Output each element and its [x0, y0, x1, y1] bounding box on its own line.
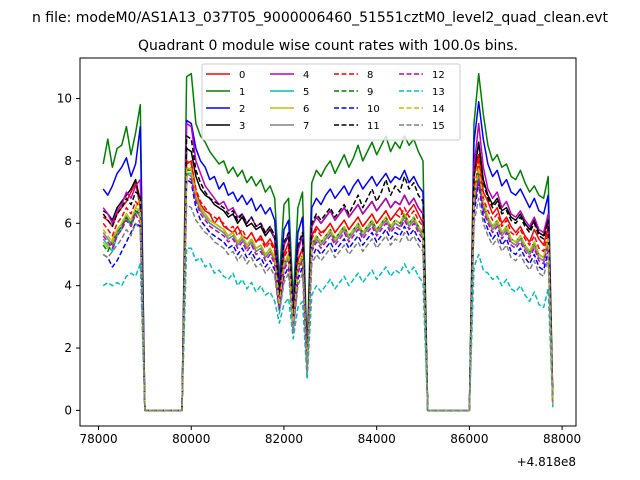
legend-box	[201, 63, 461, 141]
legend-label-15: 15	[432, 121, 445, 132]
legend-label-5: 5	[303, 87, 309, 98]
series-line-15	[102, 197, 554, 412]
x-tick-label: 80000	[172, 432, 210, 446]
legend-label-4: 4	[303, 70, 309, 81]
x-tick-label: 86000	[450, 432, 488, 446]
legend-label-3: 3	[239, 121, 245, 132]
legend-label-8: 8	[367, 70, 373, 81]
series-layer	[102, 72, 554, 412]
x-tick-label: 88000	[543, 432, 581, 446]
x-axis: 78000 80000 82000 84000 86000 88000	[79, 426, 581, 446]
legend-label-9: 9	[367, 87, 373, 98]
legend-label-11: 11	[367, 121, 380, 132]
y-tick-label: 6	[64, 216, 72, 230]
y-tick-label: 10	[57, 92, 72, 106]
series-line-12	[102, 175, 554, 412]
x-axis-offset-label: +4.818e8	[517, 455, 576, 469]
legend-label-2: 2	[239, 104, 245, 115]
plot-frame	[79, 57, 577, 427]
x-tick-label: 84000	[358, 432, 396, 446]
y-axis: 0 2 4 6 8 10	[57, 92, 80, 417]
legend-label-6: 6	[303, 104, 309, 115]
figure-suptitle: n file: modeM0/AS1A13_037T05_9000006460_…	[32, 10, 609, 26]
y-tick-label: 8	[64, 154, 72, 168]
legend-label-1: 1	[239, 87, 245, 98]
legend-label-12: 12	[432, 70, 445, 81]
y-tick-label: 0	[64, 403, 72, 417]
series-line-14	[102, 166, 554, 412]
y-tick-label: 2	[64, 341, 72, 355]
x-tick-label: 78000	[79, 432, 117, 446]
legend-label-13: 13	[432, 87, 445, 98]
series-line-11	[102, 135, 554, 412]
legend-label-0: 0	[239, 70, 245, 81]
legend-label-7: 7	[303, 121, 309, 132]
chart-title: Quadrant 0 module wise count rates with …	[138, 38, 518, 54]
legend-label-10: 10	[367, 104, 380, 115]
x-tick-label: 82000	[265, 432, 303, 446]
legend-label-14: 14	[432, 104, 445, 115]
y-tick-label: 4	[64, 279, 72, 293]
